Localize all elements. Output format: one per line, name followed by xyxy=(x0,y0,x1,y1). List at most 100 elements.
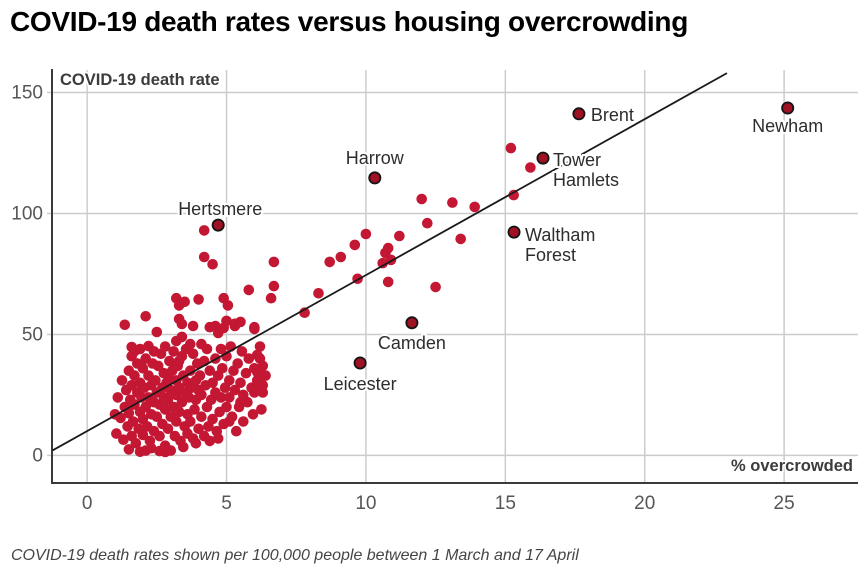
data-point xyxy=(173,406,185,418)
data-point xyxy=(204,365,216,377)
data-point xyxy=(185,416,196,427)
data-point xyxy=(134,343,146,355)
data-point xyxy=(189,404,200,415)
annotation-label: Hamlets xyxy=(553,170,619,190)
data-point xyxy=(137,429,149,441)
annotation-label: Hertsmere xyxy=(178,199,262,219)
data-point xyxy=(377,257,389,269)
y-tick-label: 0 xyxy=(32,445,43,466)
x-tick-label: 15 xyxy=(495,493,516,514)
data-point xyxy=(168,346,179,357)
data-point xyxy=(313,288,324,299)
data-point xyxy=(229,384,241,396)
data-point xyxy=(224,375,235,386)
labeled-data-point xyxy=(572,107,586,121)
data-point xyxy=(187,320,199,332)
data-point xyxy=(152,360,164,372)
data-point xyxy=(382,276,394,288)
data-point xyxy=(238,416,249,427)
data-point xyxy=(196,411,207,423)
data-point xyxy=(268,280,280,292)
data-point xyxy=(416,193,428,205)
data-point xyxy=(194,370,206,381)
data-point xyxy=(127,416,139,427)
data-point xyxy=(231,425,242,437)
data-point xyxy=(123,444,135,455)
data-point xyxy=(178,441,189,453)
chart-footnote: COVID-19 death rates shown per 100,000 p… xyxy=(11,547,579,564)
y-tick-label: 50 xyxy=(22,324,43,345)
data-point xyxy=(185,338,196,350)
data-point xyxy=(212,433,224,444)
x-axis-title: % overcrowded xyxy=(731,457,853,475)
data-point xyxy=(235,316,246,328)
data-point xyxy=(349,239,361,251)
data-point xyxy=(224,392,235,403)
data-point xyxy=(140,401,151,413)
data-point xyxy=(154,430,165,442)
data-point xyxy=(162,394,174,406)
x-tick-label: 10 xyxy=(355,493,376,514)
labeled-data-point xyxy=(781,101,795,115)
data-point xyxy=(268,256,280,268)
data-point xyxy=(207,259,218,270)
data-point xyxy=(176,331,188,343)
data-point xyxy=(207,413,218,425)
data-point xyxy=(455,233,467,245)
data-point xyxy=(242,396,253,408)
annotation-label: Camden xyxy=(378,333,446,353)
data-point xyxy=(137,363,149,374)
data-point xyxy=(215,343,227,355)
data-point xyxy=(185,365,196,377)
data-point xyxy=(171,416,182,427)
labeled-data-point xyxy=(536,151,550,165)
annotation-label: Waltham xyxy=(525,225,595,245)
data-point xyxy=(193,423,204,435)
data-point xyxy=(162,423,174,435)
data-point xyxy=(257,360,269,372)
annotation-label: Tower xyxy=(553,150,601,170)
labeled-data-point xyxy=(211,218,225,232)
data-point xyxy=(193,294,204,305)
data-point xyxy=(196,389,207,401)
data-point xyxy=(360,228,372,240)
data-point xyxy=(430,281,441,293)
data-point xyxy=(204,435,216,447)
data-point xyxy=(525,162,536,173)
data-point xyxy=(508,189,519,201)
data-point xyxy=(198,225,210,236)
data-point xyxy=(165,445,177,456)
data-point xyxy=(249,323,260,335)
annotation-label: Newham xyxy=(752,116,823,136)
labeled-data-point xyxy=(368,171,382,185)
data-point xyxy=(260,370,271,381)
data-point xyxy=(235,377,246,389)
data-point xyxy=(447,197,458,208)
x-tick-label: 25 xyxy=(774,493,795,514)
data-point xyxy=(265,292,277,304)
data-point xyxy=(151,326,163,338)
data-point xyxy=(236,346,248,357)
data-point xyxy=(257,387,269,398)
x-tick-label: 0 xyxy=(82,493,93,514)
page-title: COVID-19 death rates versus housing over… xyxy=(10,6,688,37)
annotation-label: Forest xyxy=(525,245,576,265)
data-point xyxy=(256,404,267,415)
y-tick-label: 100 xyxy=(11,203,43,224)
data-point xyxy=(150,375,161,386)
data-point xyxy=(254,341,266,352)
data-point xyxy=(129,370,140,381)
axes xyxy=(51,69,858,484)
data-point xyxy=(201,343,213,355)
scatter-chart: 0 5 10 15 20 25 0 50 100 150 Hertsmere Harrow Brent… xyxy=(11,69,858,514)
data-point xyxy=(335,251,347,263)
y-axis-title: COVID-19 death rate xyxy=(60,71,220,89)
data-point xyxy=(243,284,255,296)
data-point xyxy=(119,319,131,331)
data-point xyxy=(221,315,232,327)
tick-labels: 0 5 10 15 20 25 0 50 100 150 xyxy=(11,83,794,514)
data-point xyxy=(111,428,122,439)
data-point xyxy=(217,363,228,374)
data-point xyxy=(115,412,126,424)
